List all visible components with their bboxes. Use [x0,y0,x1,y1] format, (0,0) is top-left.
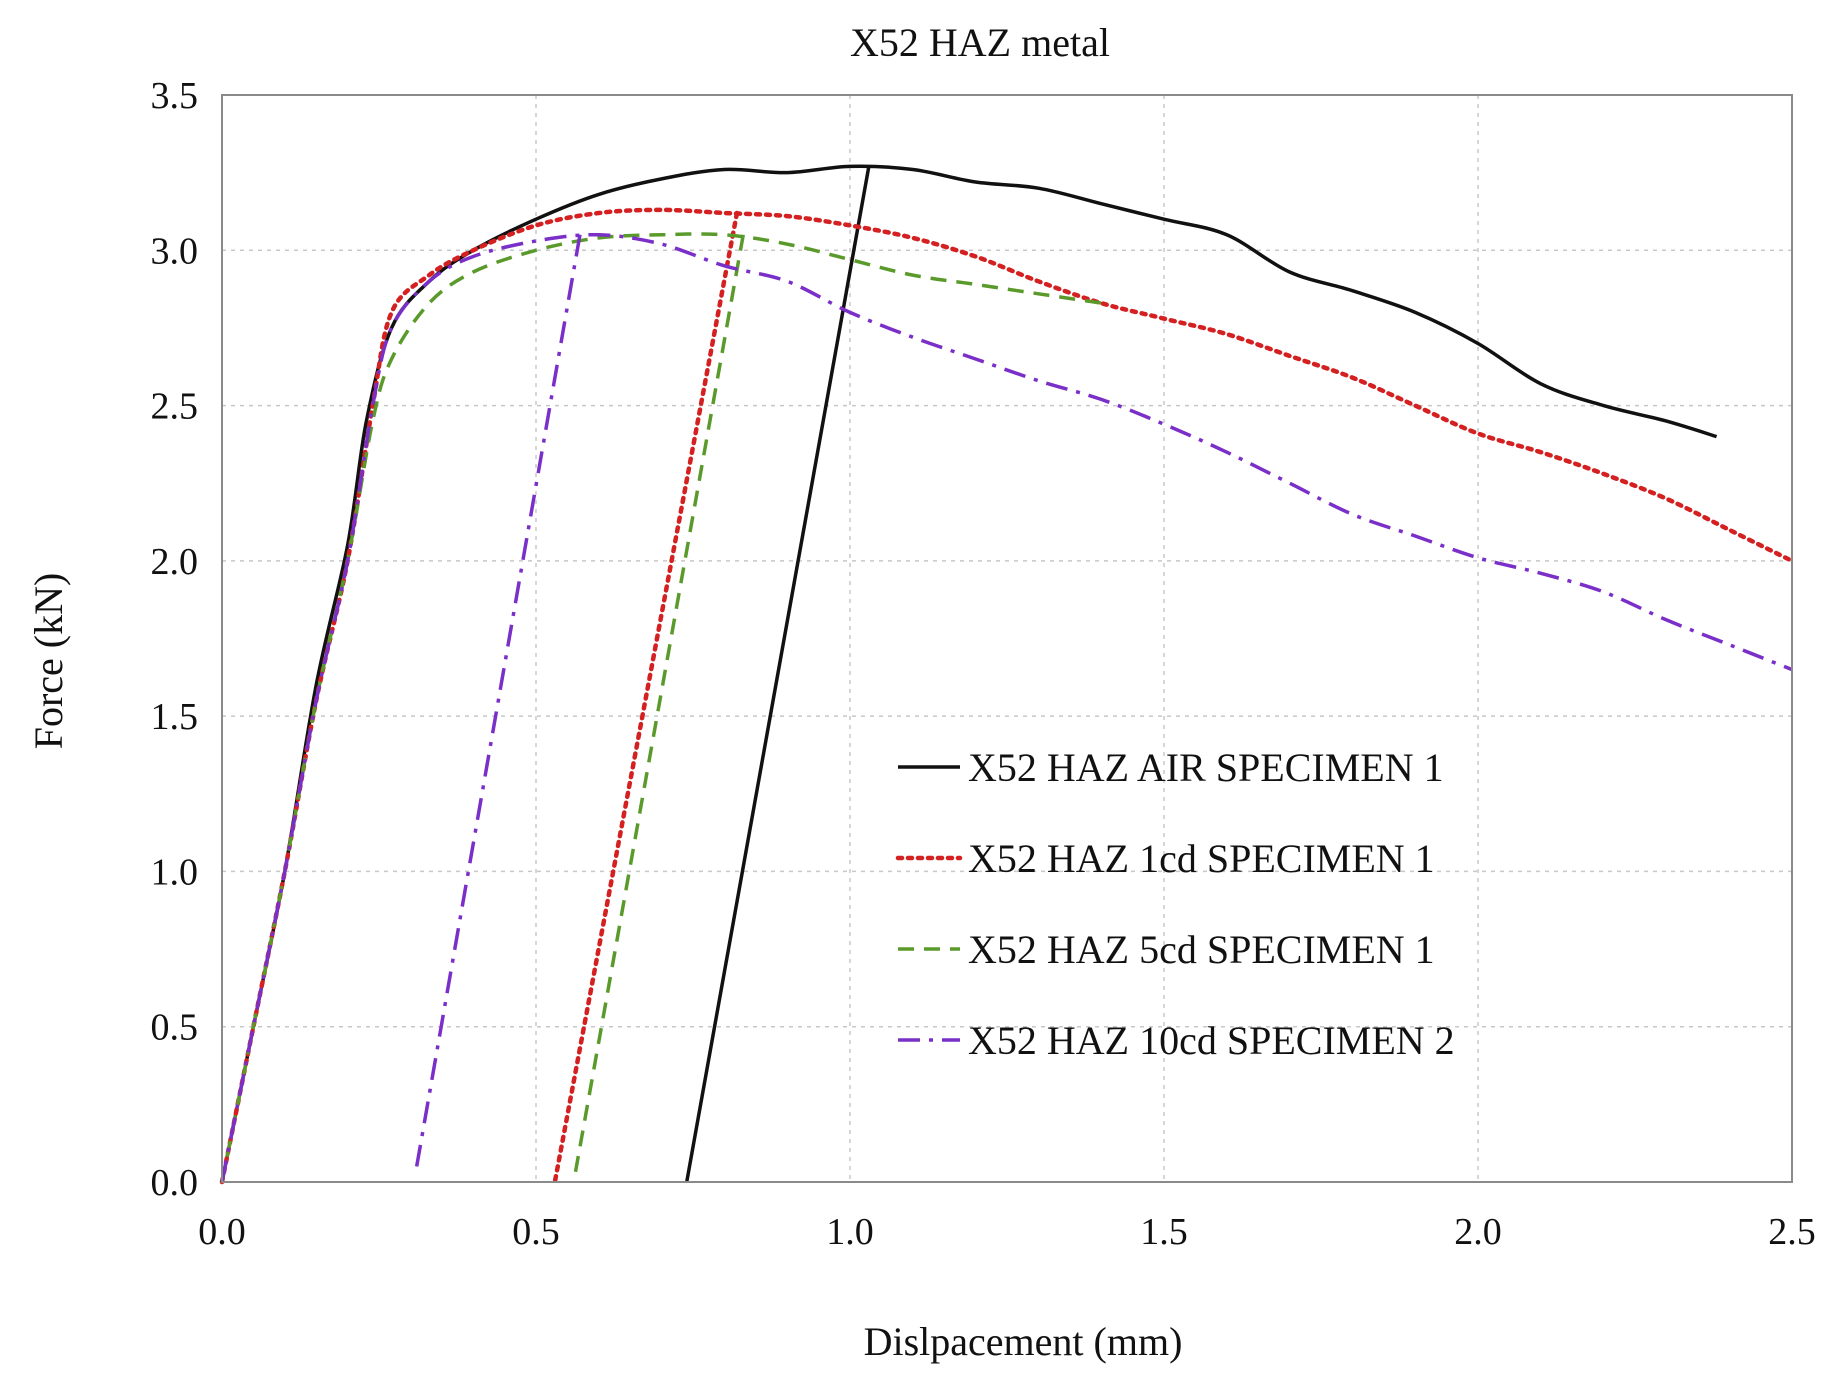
y-ticks: 0.0 0.5 1.0 1.5 2.0 2.5 3.0 3.5 [151,75,199,1204]
series-unload-line-3 [571,234,745,1183]
series-unload-line-2 [552,210,740,1185]
legend-label-1: X52 HAZ AIR SPECIMEN 1 [968,745,1444,790]
y-tick-label: 3.5 [151,75,199,117]
chart-title: X52 HAZ metal [850,20,1110,65]
x-tick-label: 1.0 [826,1211,874,1253]
legend-label-2: X52 HAZ 1cd SPECIMEN 1 [968,836,1435,881]
series-unload-line-4 [414,234,582,1167]
y-tick-label: 1.0 [151,851,199,893]
x-ticks: 0.0 0.5 1.0 1.5 2.0 2.5 [198,1211,1816,1253]
x-tick-label: 1.5 [1140,1211,1188,1253]
grid-lines [222,95,1792,1182]
legend: X52 HAZ AIR SPECIMEN 1 X52 HAZ 1cd SPECIM… [895,745,1455,1063]
plot-frame [221,94,1793,1183]
y-tick-label: 2.5 [151,386,199,428]
y-tick-label: 2.0 [151,541,199,583]
series-lines [219,164,1795,1185]
x-tick-label: 2.0 [1454,1211,1502,1253]
y-tick-label: 0.5 [151,1007,199,1049]
x-tick-label: 2.5 [1768,1211,1816,1253]
legend-label-4: X52 HAZ 10cd SPECIMEN 2 [968,1018,1455,1063]
y-tick-label: 3.0 [151,230,199,272]
y-axis-label: Force (kN) [26,573,71,750]
legend-label-3: X52 HAZ 5cd SPECIMEN 1 [968,927,1435,972]
x-axis-label: Dislpacement (mm) [864,1319,1183,1364]
x-tick-label: 0.5 [512,1211,560,1253]
y-tick-label: 1.5 [151,696,199,738]
series-unload-line-1 [684,166,871,1183]
x-tick-label: 0.0 [198,1211,246,1253]
series-line-1 [220,164,1718,1183]
y-tick-label: 0.0 [151,1162,199,1204]
